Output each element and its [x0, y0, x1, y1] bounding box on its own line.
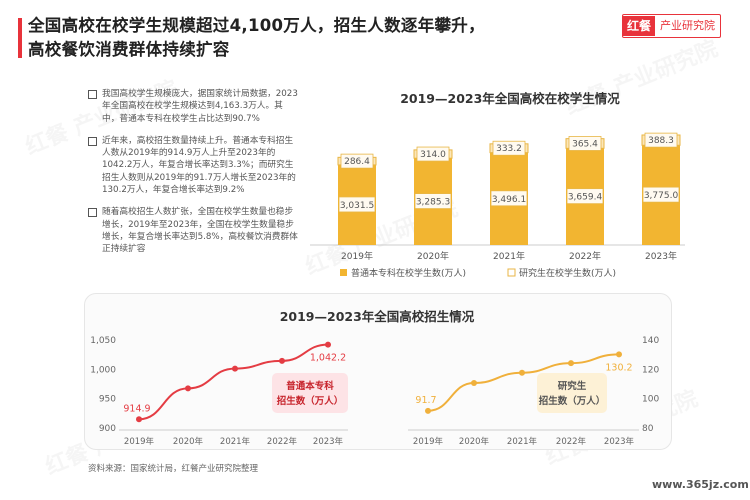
data-point	[471, 379, 477, 386]
series-label-box	[537, 373, 607, 413]
checkbox-icon	[88, 136, 97, 146]
data-label-start: 914.9	[123, 403, 150, 414]
x-tick-label: 2021年	[493, 250, 525, 262]
data-point	[232, 365, 238, 372]
data-label-box	[568, 136, 602, 151]
series-label: 招生数（万人）	[277, 395, 344, 407]
y-tick-label: 900	[99, 424, 116, 434]
bullet-text: 随着高校招生人数扩张，全国在校学生数量也稳步增长，2019年至2023年，全国在…	[102, 207, 298, 255]
brand-logo: 红餐 产业研究院	[622, 14, 722, 38]
data-label-box	[642, 186, 680, 203]
data-label-grad: 365.4	[572, 139, 598, 149]
data-label-undergrad: 3,031.5	[340, 201, 374, 211]
x-tick-label: 2019年	[124, 436, 155, 447]
data-label-undergrad: 3,285.3	[416, 198, 450, 208]
data-label-box	[566, 188, 604, 205]
data-label-grad: 333.2	[496, 144, 522, 154]
legend-swatch-grad	[507, 268, 516, 277]
data-label-undergrad: 3,775.0	[644, 191, 679, 201]
bar-chart: 3,031.5 286.4 2019年 3,285.3 314.0 2020年 3,496.…	[310, 132, 685, 279]
line-chart: 900 950 1,000 1,050 914.9 1,042.2 2019年 2020年 20…	[90, 336, 659, 447]
data-label-box	[490, 190, 528, 207]
data-label-grad: 314.0	[420, 150, 446, 160]
website-watermark: www.365jz.com	[652, 478, 749, 491]
x-tick-label: 2021年	[220, 436, 251, 447]
data-label-start: 91.7	[415, 395, 436, 406]
x-tick-label: 2022年	[267, 436, 298, 447]
data-label-end: 1,042.2	[310, 353, 346, 364]
y-tick-label: 120	[642, 365, 659, 375]
data-label-box	[340, 153, 374, 169]
bullet-list: 我国高校学生规模庞大，据国家统计局数据，2023年全国高校在校学生规模达到4,1…	[88, 88, 298, 266]
data-point	[185, 385, 191, 392]
y-tick-label: 950	[99, 395, 116, 405]
y-tick-label: 1,050	[90, 336, 116, 346]
title-accent-bar	[18, 18, 22, 58]
data-label-undergrad: 3,496.1	[492, 195, 526, 205]
series-label: 研究生	[558, 380, 587, 392]
series-label: 招生数（万人）	[539, 395, 606, 407]
line-chart-title: 2019—2023年全国高校招生情况	[279, 309, 475, 324]
data-label-box	[338, 196, 376, 213]
checkbox-icon	[88, 90, 97, 99]
series-label-box	[272, 373, 348, 413]
bullet-item: 近年来，高校招生数量持续上升。普通本专科招生人数从2019年的914.9万人上升…	[88, 135, 298, 196]
title-line-1: 全国高校在校学生规模超过4,100万人，招生人数逐年攀升，	[28, 16, 485, 35]
y-tick-label: 1,000	[90, 365, 116, 375]
x-tick-label: 2020年	[417, 250, 449, 262]
data-point	[279, 357, 285, 364]
legend-label-grad: 研究生在校学生数(万人)	[519, 267, 616, 279]
bar-chart-title: 2019—2023年全国高校在校学生情况	[400, 91, 620, 106]
x-tick-label: 2020年	[459, 436, 490, 447]
data-point	[616, 351, 622, 358]
data-point	[568, 360, 574, 367]
x-tick-label: 2020年	[173, 436, 204, 447]
data-label-box	[416, 146, 450, 162]
y-tick-label: 100	[642, 395, 659, 405]
source-note: 资料来源：国家统计局，红餐产业研究院整理	[88, 464, 259, 474]
checkbox-icon	[88, 208, 97, 218]
y-tick-label: 140	[642, 336, 659, 346]
bullet-item: 我国高校学生规模庞大，据国家统计局数据，2023年全国高校在校学生规模达到4,1…	[88, 88, 298, 125]
title-line-2: 高校餐饮消费群体持续扩容	[28, 40, 230, 59]
data-point	[136, 416, 142, 423]
page-title: 全国高校在校学生规模超过4,100万人，招生人数逐年攀升， 高校餐饮消费群体持续…	[28, 14, 588, 62]
data-label-box	[644, 132, 678, 148]
data-label-box	[492, 140, 526, 156]
data-point	[325, 341, 331, 348]
bullet-item: 随着高校招生人数扩张，全国在校学生数量也稳步增长，2019年至2023年，全国在…	[88, 206, 298, 255]
logo-text: 产业研究院	[660, 19, 716, 32]
logo-mark: 红餐	[623, 16, 656, 36]
legend-swatch-undergrad	[340, 269, 347, 276]
data-label-grad: 388.3	[648, 136, 674, 146]
data-label-grad: 286.4	[344, 157, 370, 167]
x-tick-label: 2019年	[341, 250, 373, 262]
data-label-undergrad: 3,659.4	[568, 193, 603, 203]
bullet-text: 我国高校学生规模庞大，据国家统计局数据，2023年全国高校在校学生规模达到4,1…	[102, 89, 298, 124]
x-tick-label: 2022年	[556, 436, 587, 447]
x-tick-label: 2023年	[604, 436, 635, 447]
bullet-text: 近年来，高校招生数量持续上升。普通本专科招生人数从2019年的914.9万人上升…	[102, 135, 296, 196]
x-tick-label: 2023年	[313, 436, 344, 447]
data-label-end: 130.2	[605, 362, 632, 373]
x-tick-label: 2019年	[413, 436, 444, 447]
line-chart-panel	[84, 293, 672, 450]
legend-label-undergrad: 普通本专科在校学生数(万人)	[351, 267, 466, 279]
x-tick-label: 2023年	[645, 250, 677, 262]
data-point	[425, 407, 431, 414]
x-tick-label: 2021年	[507, 436, 538, 447]
data-point	[519, 369, 525, 376]
data-label-box	[414, 193, 452, 209]
y-tick-label: 80	[642, 424, 654, 434]
x-tick-label: 2022年	[569, 250, 601, 262]
series-label: 普通本专科	[286, 380, 334, 392]
